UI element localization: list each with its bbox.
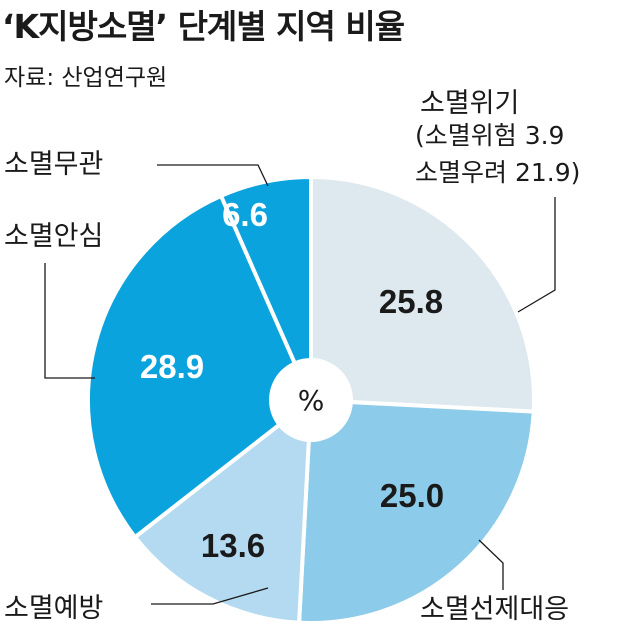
slice-category-label: 소멸위기 [420,88,519,119]
pie-slice [86,193,313,540]
slice-value-label: 6.6 [222,196,268,233]
slice-value-label: 13.6 [201,527,265,564]
pie-slice [297,398,536,625]
slice-category-label: 소멸안심 [4,221,103,252]
leader-line [517,197,556,313]
slice-note-line: (소멸위험 3.9 [415,121,564,150]
slice-value-label: 28.9 [140,348,204,385]
leader-line [151,587,269,605]
center-label: % [298,384,325,417]
leader-line [44,263,95,379]
chart-title: ‘K지방소멸’ 단계별 지역 비율 [2,7,405,46]
slice-value-label: 25.8 [379,283,443,320]
center-hole [269,358,353,442]
slice-category-label: 소멸예방 [4,593,103,624]
leader-line [478,539,504,590]
slice-note-line: 소멸우려 21.9) [415,158,580,187]
slice-category-label: 소멸무관 [4,149,103,180]
slice-value-label: 25.0 [380,477,444,514]
chart-source: 자료: 산업연구원 [4,65,168,91]
pie-slice [309,175,536,414]
slice-category-label: 소멸선제대응 [420,594,569,625]
leader-line [157,164,269,187]
pie-slice [133,398,313,625]
pie-slice [219,175,313,402]
